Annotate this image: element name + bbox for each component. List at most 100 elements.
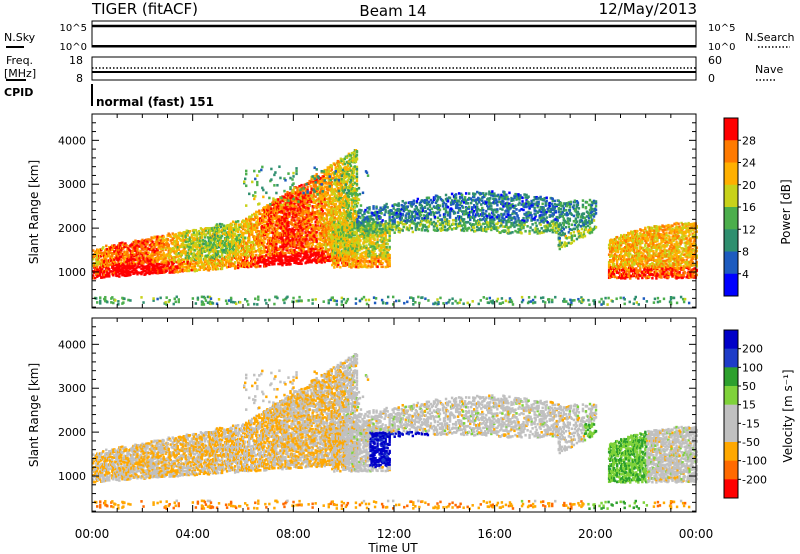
power-echo [105, 244, 108, 248]
power-echo [135, 256, 138, 259]
power-echo [320, 243, 323, 246]
power-echo [203, 235, 207, 239]
power-echo [165, 269, 168, 272]
power-echo [318, 204, 321, 207]
power-echo [100, 270, 103, 274]
power-echo [258, 250, 261, 253]
power-echo [299, 192, 302, 195]
power-echo [291, 207, 294, 211]
power-echo [206, 242, 210, 245]
power-echo [307, 194, 310, 197]
power-echo [317, 248, 320, 252]
power-echo [232, 262, 236, 266]
power-echo [357, 260, 360, 263]
power-echo [313, 229, 316, 232]
power-echo [315, 218, 318, 222]
power-echo [96, 260, 99, 263]
power-echo [311, 253, 314, 256]
power-echo [354, 260, 357, 263]
power-echo [232, 248, 236, 252]
power-echo [166, 242, 169, 245]
power-echo [362, 228, 365, 231]
power-echo [175, 239, 178, 243]
power-echo [267, 259, 270, 262]
power-echo [244, 219, 247, 223]
power-echo [302, 255, 305, 259]
power-echo [374, 255, 377, 258]
power-echo [258, 233, 261, 236]
power-echo [134, 258, 137, 262]
power-echo [189, 248, 193, 251]
power-echo [281, 215, 284, 219]
power-echo [353, 181, 357, 185]
power-echo [200, 231, 204, 235]
power-echo [349, 174, 353, 178]
power-echo [105, 258, 108, 261]
power-echo [151, 264, 154, 268]
power-echo [153, 253, 156, 257]
power-echo [281, 235, 284, 239]
power-echo [181, 265, 184, 269]
power-echo [185, 232, 189, 235]
power-echo [268, 241, 271, 244]
power-echo [143, 242, 146, 246]
power-echo [204, 259, 208, 262]
power-echo [133, 253, 136, 256]
power-echo [260, 243, 263, 246]
power-echo [282, 239, 285, 242]
power-echo [331, 241, 334, 245]
power-echo [349, 215, 353, 218]
power-echo [264, 260, 267, 264]
power-echo [340, 240, 343, 243]
power-echo [302, 250, 305, 254]
power-echo [327, 248, 330, 251]
power-echo [120, 255, 123, 258]
power-echo [336, 167, 340, 171]
power-echo [344, 247, 347, 251]
power-echo [213, 229, 217, 232]
power-echo [205, 227, 209, 230]
power-echo [339, 253, 342, 257]
power-echo [218, 261, 222, 264]
power-echo [295, 194, 298, 197]
freq-label-line2: [MHz] [4, 67, 36, 80]
power-echo [208, 234, 212, 237]
power-echo [349, 211, 353, 215]
power-echo [355, 165, 359, 169]
power-echo [337, 176, 341, 179]
power-echo [192, 259, 196, 263]
power-echo [277, 198, 280, 201]
power-echo [96, 251, 99, 255]
power-echo [305, 202, 308, 206]
power-echo [361, 232, 364, 236]
power-echo [259, 212, 262, 216]
power-echo [226, 249, 230, 252]
power-echo [117, 264, 120, 268]
power-echo [263, 244, 266, 248]
power-echo [333, 205, 336, 208]
power-echo [330, 180, 333, 184]
power-echo [239, 223, 243, 226]
power-echo [365, 237, 368, 241]
power-echo [350, 235, 353, 239]
power-echo [99, 249, 102, 253]
power-echo [363, 250, 366, 254]
power-echo [221, 245, 225, 248]
power-echo [345, 156, 349, 159]
power-echo [334, 202, 338, 206]
power-echo [234, 257, 238, 260]
power-echo [283, 217, 286, 220]
power-echo [101, 251, 104, 255]
power-echo [349, 208, 353, 212]
power-echo [103, 262, 106, 266]
power-echo [388, 234, 391, 237]
power-echo [208, 266, 212, 270]
power-echo [297, 251, 300, 255]
power-echo [186, 240, 190, 243]
power-echo [320, 234, 323, 237]
power-echo [312, 192, 315, 195]
power-echo [273, 262, 276, 266]
power-echo [252, 225, 255, 229]
power-echo [315, 240, 318, 244]
power-echo [204, 249, 208, 253]
